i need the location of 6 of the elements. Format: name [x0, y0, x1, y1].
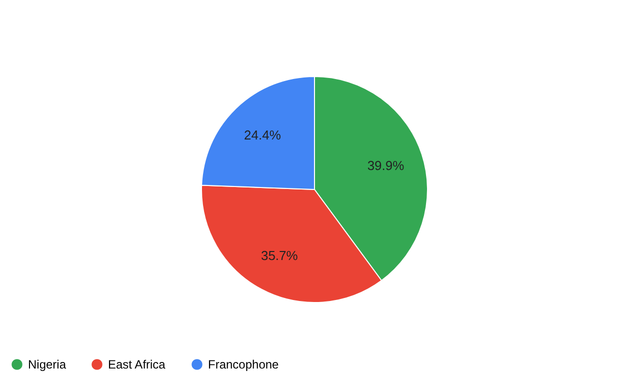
legend-label: Nigeria — [28, 357, 66, 372]
legend-label: East Africa — [108, 357, 166, 372]
legend-label: Francophone — [208, 357, 280, 372]
data-label: 39.9% — [367, 158, 405, 174]
data-label: 35.7% — [260, 248, 298, 263]
data-label: 24.4% — [244, 127, 282, 142]
